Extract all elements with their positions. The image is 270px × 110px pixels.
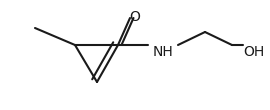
Text: OH: OH: [243, 45, 265, 59]
Text: O: O: [130, 10, 140, 24]
Text: NH: NH: [153, 45, 173, 59]
